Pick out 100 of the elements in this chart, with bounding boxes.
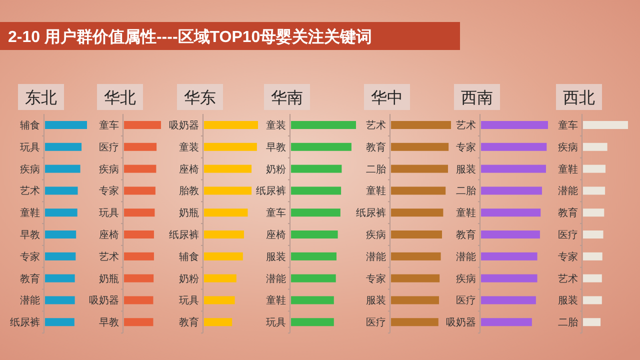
y-tick-label: 辅食 [20, 120, 40, 132]
bar [481, 296, 536, 304]
y-tick-label: 早教 [266, 142, 286, 154]
bar [124, 252, 154, 260]
y-tick-label: 奶瓶 [99, 272, 119, 285]
chart-title: 华东 [184, 89, 216, 107]
bar [291, 252, 336, 260]
bar [391, 142, 449, 151]
y-tick-label: 艺术 [558, 272, 578, 285]
y-tick-label: 教育 [558, 207, 578, 220]
bar [291, 274, 336, 282]
chart-title: 东北 [25, 89, 57, 107]
y-tick-label: 童装 [266, 120, 286, 132]
y-tick-label: 疾病 [99, 163, 119, 176]
y-tick-label: 玩具 [99, 208, 119, 220]
bar [291, 230, 338, 238]
y-tick-label: 服装 [456, 163, 476, 176]
y-tick-label: 童鞋 [20, 207, 40, 220]
y-tick-label: 吸奶器 [169, 120, 199, 132]
bar [204, 164, 252, 173]
bar [124, 186, 156, 195]
bar [391, 296, 439, 304]
y-tick-label: 奶瓶 [179, 207, 199, 220]
y-tick-label: 童装 [179, 141, 199, 154]
y-tick-label: 服装 [558, 294, 578, 307]
bar [481, 186, 542, 195]
y-tick-label: 专家 [366, 272, 386, 285]
y-tick-label: 奶粉 [179, 272, 199, 285]
text: 2-10 用户群价值属性----区域TOP10母婴关注关键词 [8, 28, 372, 46]
y-tick-label: 疾病 [366, 229, 386, 241]
bar [124, 230, 154, 238]
y-tick-label: 疾病 [456, 272, 476, 285]
bar [124, 164, 156, 173]
bar [481, 164, 546, 173]
y-tick-label: 辅食 [179, 250, 199, 263]
bar [391, 252, 441, 260]
bar [45, 296, 75, 304]
bar [391, 208, 444, 217]
bar [583, 274, 602, 282]
y-tick-label: 艺术 [99, 250, 119, 263]
bar [45, 164, 80, 173]
bar [391, 164, 448, 173]
y-tick-label: 吸奶器 [89, 296, 119, 307]
y-tick-label: 玩具 [266, 318, 286, 329]
bar [45, 318, 74, 326]
y-tick-label: 艺术 [20, 185, 40, 198]
y-tick-label: 专家 [20, 250, 40, 263]
bar [45, 142, 82, 151]
bar [45, 208, 78, 217]
bar [583, 186, 606, 195]
y-tick-label: 疾病 [20, 163, 40, 176]
bar [291, 186, 342, 195]
bar [391, 274, 440, 282]
bar [291, 208, 340, 217]
y-tick-label: 专家 [558, 250, 578, 263]
bar [291, 121, 356, 129]
bar [204, 142, 257, 151]
y-tick-label: 专家 [99, 185, 119, 198]
y-tick-label: 二胎 [366, 163, 386, 176]
bar [583, 142, 608, 151]
y-tick-label: 二胎 [456, 185, 476, 198]
y-tick-label: 童鞋 [558, 163, 578, 176]
y-tick-label: 吸奶器 [446, 318, 476, 329]
bar [204, 274, 236, 282]
y-tick-label: 医疗 [366, 316, 386, 329]
y-tick-label: 教育 [366, 141, 386, 154]
y-tick-label: 座椅 [266, 229, 286, 241]
bar [45, 252, 76, 260]
chart-title: 华南 [271, 89, 303, 107]
y-tick-label: 童鞋 [456, 207, 476, 220]
chart-title: 西南 [461, 89, 493, 107]
bar [481, 142, 547, 151]
chart-title: 华中 [371, 89, 403, 107]
bar [124, 208, 155, 217]
y-tick-label: 童鞋 [266, 294, 286, 307]
bar [583, 296, 602, 304]
y-tick-label: 早教 [20, 230, 40, 241]
y-tick-label: 玩具 [179, 296, 199, 307]
bar [583, 230, 604, 238]
bar [124, 274, 154, 282]
y-tick-label: 童车 [558, 120, 578, 132]
bar [481, 208, 541, 217]
y-tick-label: 潜能 [366, 250, 386, 263]
bar [391, 318, 438, 326]
bar [291, 296, 334, 304]
y-tick-label: 纸尿裤 [10, 316, 40, 329]
bar [204, 318, 232, 326]
y-tick-label: 疾病 [558, 141, 578, 154]
y-tick-label: 二胎 [558, 316, 578, 329]
bar [481, 230, 540, 238]
y-tick-label: 潜能 [20, 294, 40, 307]
bar [124, 318, 154, 326]
y-tick-label: 艺术 [456, 120, 476, 132]
bar [291, 318, 334, 326]
bar [481, 252, 538, 260]
bar [583, 318, 601, 326]
y-tick-label: 医疗 [558, 229, 578, 241]
bar [204, 230, 244, 238]
y-tick-label: 童鞋 [366, 185, 386, 198]
bar [45, 186, 78, 195]
